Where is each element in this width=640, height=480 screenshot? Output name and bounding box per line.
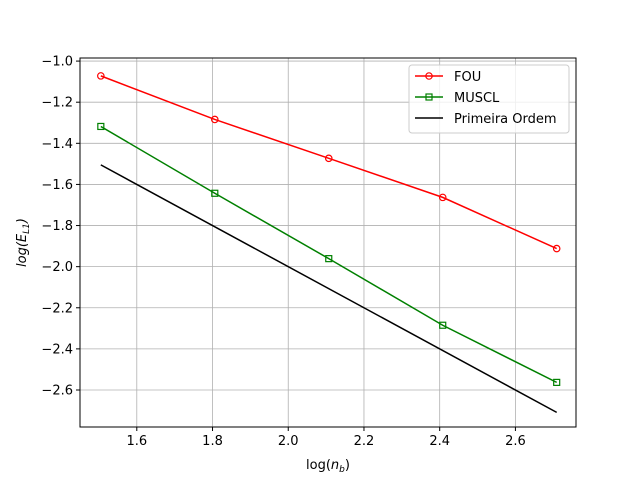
y-tick-label: −1.4	[41, 137, 73, 152]
data-point-fou	[210, 115, 219, 124]
y-tick-label: −1.2	[41, 96, 73, 111]
data-point-muscl	[325, 255, 333, 263]
data-point-fou	[438, 193, 447, 202]
legend: FOU MUSCL Primeira Ordem	[408, 64, 570, 134]
legend-label-primeira-ordem: Primeira Ordem	[454, 112, 557, 127]
series-layer	[97, 72, 561, 414]
series-primeira-ordem	[100, 164, 558, 414]
y-axis-label: log(EL1)	[15, 218, 32, 267]
legend-marker-fou	[425, 72, 433, 80]
legend-label-fou: FOU	[454, 70, 481, 85]
data-point-muscl	[553, 378, 561, 386]
legend-marker-muscl	[425, 93, 433, 101]
y-tick-label: −2.2	[41, 301, 73, 316]
y-tick-label: −1.6	[41, 178, 73, 193]
data-point-fou	[552, 244, 561, 253]
legend-item-primeira-ordem: Primeira Ordem	[415, 112, 557, 127]
series-line-primeira-ordem	[100, 164, 558, 414]
data-point-fou	[324, 154, 333, 163]
data-point-muscl	[211, 189, 219, 197]
y-tick-label: −2.4	[41, 342, 73, 357]
x-tick-label: 2.4	[429, 434, 450, 449]
series-line-fou	[100, 75, 557, 250]
y-tick-label: −2.0	[41, 260, 73, 275]
series-muscl	[97, 122, 561, 386]
series-fou	[97, 72, 561, 253]
y-tick-label: −1.8	[41, 219, 73, 234]
x-tick-label: 2.0	[278, 434, 299, 449]
data-point-fou	[97, 72, 105, 80]
data-point-muscl	[439, 321, 447, 329]
legend-item-fou: FOU	[415, 70, 481, 85]
x-tick-label: 2.2	[354, 434, 375, 449]
y-axis-ticks: −1.0 −1.2 −1.4 −1.6 −1.8 −2.0 −2.2 −2.4 −2.6	[41, 55, 80, 398]
y-tick-label: −1.0	[41, 55, 73, 70]
legend-box	[408, 64, 570, 134]
x-axis-ticks: 1.6 1.8 2.0 2.2 2.4 2.6	[126, 427, 526, 449]
x-tick-label: 2.6	[505, 434, 526, 449]
series-line-muscl	[100, 125, 558, 384]
plot-frame	[79, 57, 577, 428]
x-axis-label: log(nb)	[306, 458, 350, 475]
x-tick-label: 1.8	[202, 434, 223, 449]
y-tick-label: −2.6	[41, 383, 73, 398]
x-tick-label: 1.6	[126, 434, 147, 449]
legend-item-muscl: MUSCL	[415, 91, 500, 106]
legend-label-muscl: MUSCL	[454, 91, 500, 106]
data-point-muscl	[97, 122, 105, 131]
